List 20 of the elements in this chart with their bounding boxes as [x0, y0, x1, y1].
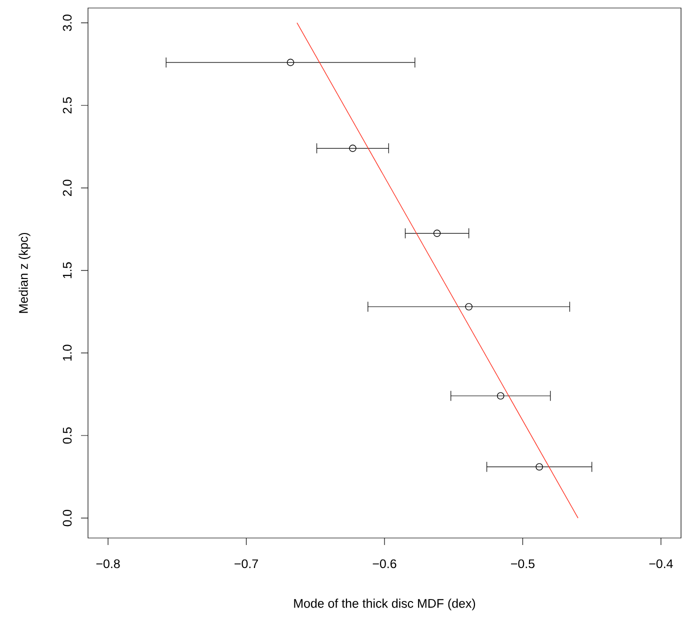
point — [286, 58, 294, 66]
point — [465, 303, 472, 310]
point — [496, 392, 504, 400]
y-tick-label: 3.0 — [62, 14, 72, 32]
point — [433, 230, 441, 237]
y-tick-label: 1.0 — [62, 344, 72, 361]
y-tick-label: 0.5 — [62, 427, 72, 444]
x-tick-label: −0.5 — [511, 559, 535, 568]
x-tick-label: −0.8 — [96, 559, 120, 568]
x-tick-label: −0.4 — [649, 559, 673, 568]
x-axis-title: Mode of the thick disc MDF (dex) — [294, 598, 476, 610]
y-tick-label: 1.5 — [62, 262, 72, 278]
x-tick-label: −0.7 — [234, 559, 258, 568]
x-tick-label: −0.6 — [372, 559, 396, 568]
y-axis-title: Median z (kpc) — [18, 232, 30, 313]
point — [349, 144, 356, 152]
y-tick-label: 0.0 — [62, 510, 72, 526]
point — [536, 463, 543, 471]
y-tick-label: 2.5 — [62, 97, 72, 114]
y-tick-label: 2.0 — [62, 180, 72, 196]
